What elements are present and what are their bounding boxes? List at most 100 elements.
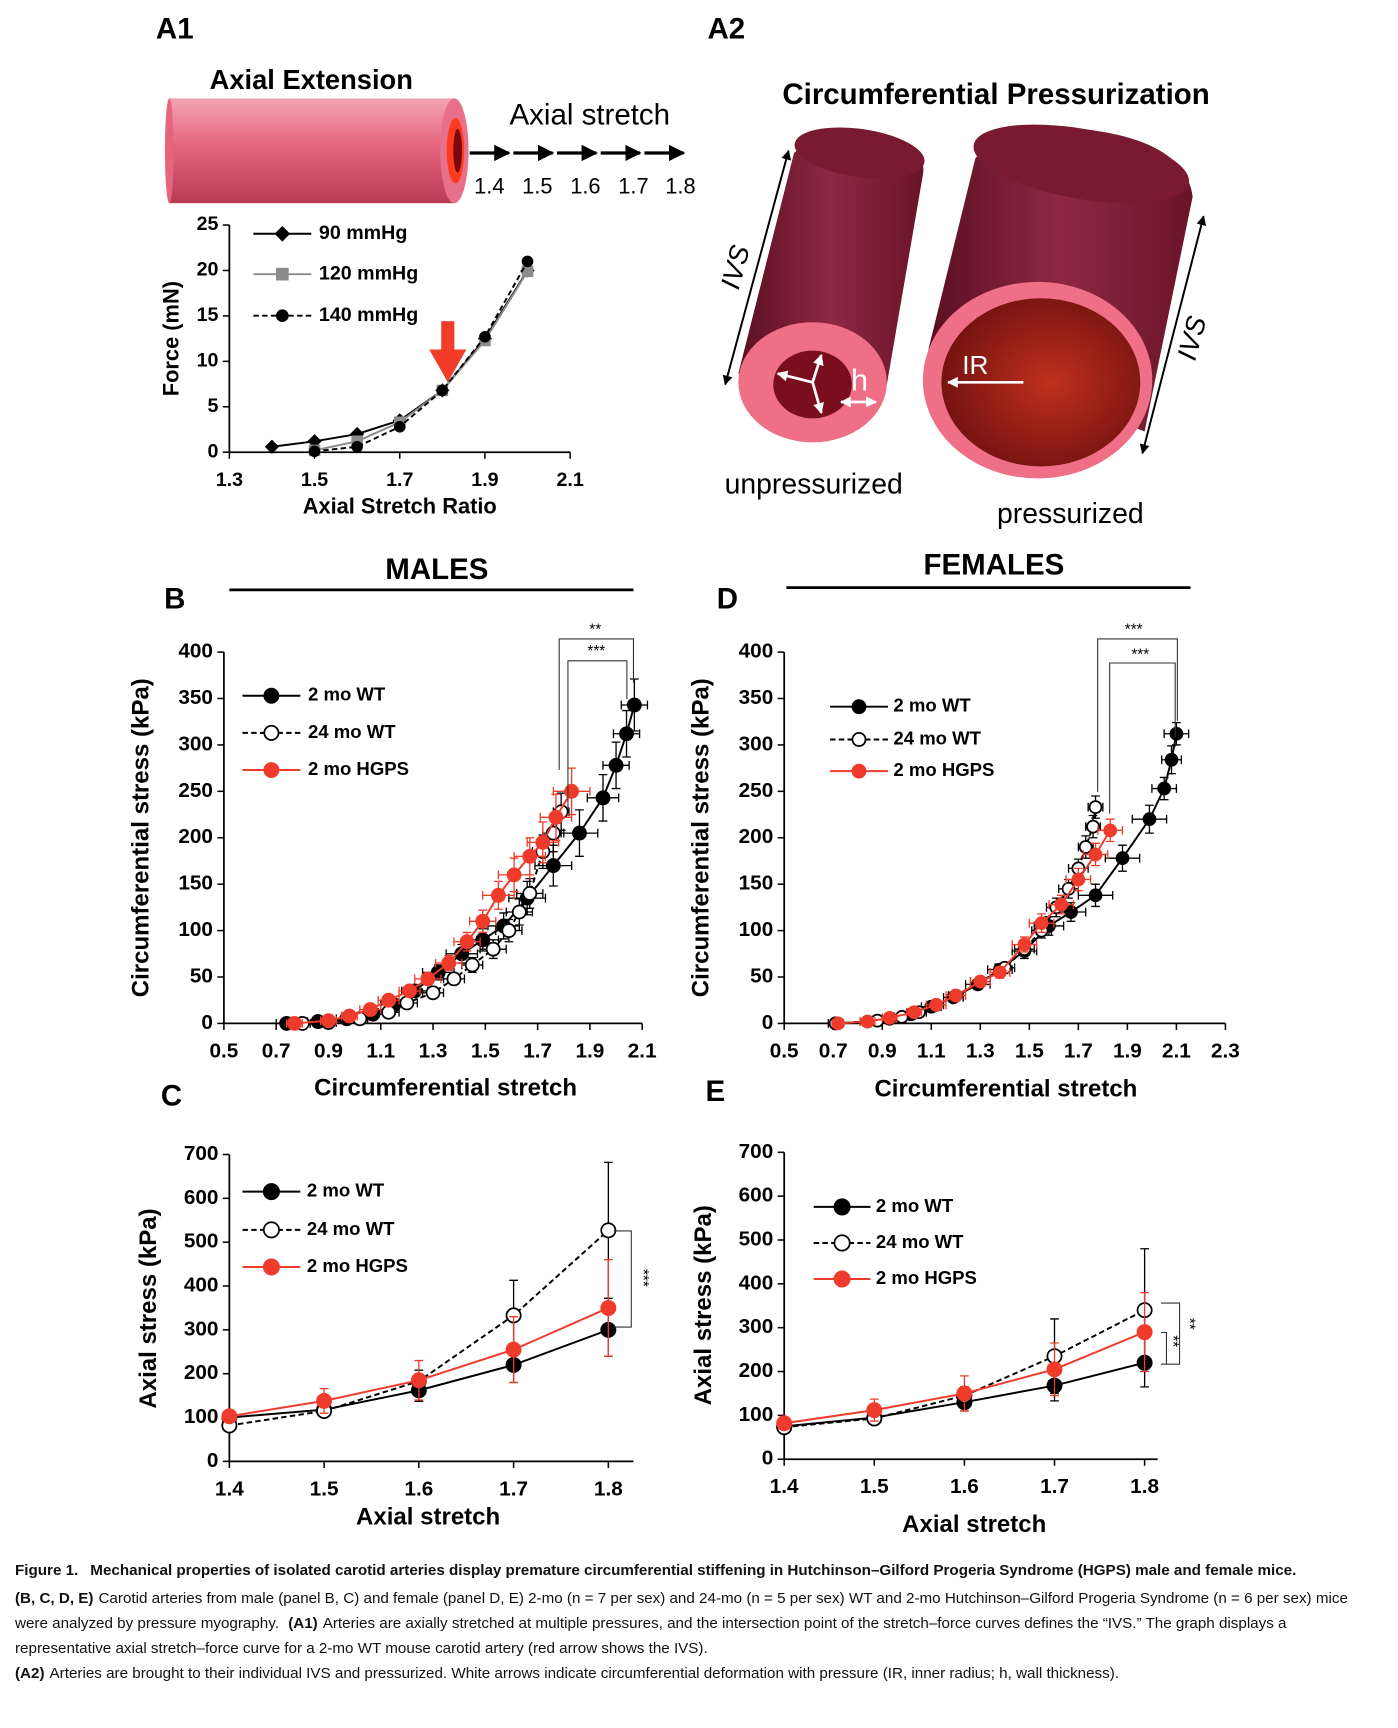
marker <box>1088 800 1103 814</box>
diagram-title: Axial Extension <box>210 64 413 95</box>
significance-bracket <box>1109 662 1176 814</box>
marker <box>608 757 624 773</box>
x-tick-label: 1.5 <box>310 1477 339 1500</box>
panel-label: A1 <box>156 12 194 45</box>
series-line <box>314 260 529 453</box>
y-tick-label: 250 <box>178 779 213 802</box>
marker <box>399 995 415 1011</box>
marker <box>1046 1361 1063 1378</box>
marker <box>1136 1324 1153 1341</box>
marker <box>564 783 580 799</box>
marker <box>882 1010 897 1025</box>
x-axis-label: Axial Stretch Ratio <box>303 494 497 519</box>
marker <box>831 1016 846 1031</box>
series <box>285 767 591 1031</box>
x-tick-label: 1.5 <box>301 469 328 491</box>
marker <box>287 1015 302 1031</box>
marker <box>511 904 527 920</box>
y-tick-label: 10 <box>197 350 219 372</box>
x-tick-label: 1.1 <box>366 1039 395 1062</box>
chart: 0 100 200 300 400 500 600 700 1.4 1.5 1.6 1.7 1.8 Axi… <box>135 1079 651 1530</box>
caption-heading: Mechanical properties of isolated caroti… <box>90 1562 1297 1579</box>
x-axis-label: Circumferential stretch <box>314 1074 577 1101</box>
y-tick-label: 500 <box>739 1227 774 1250</box>
x-tick-label: 1.8 <box>1130 1475 1159 1498</box>
y-axis-label: Circumferential stress (kPa) <box>127 678 154 997</box>
marker <box>1088 888 1103 903</box>
y-tick-label: 400 <box>178 640 213 663</box>
cylinder-pressurized <box>922 124 1193 479</box>
y-tick-label: 400 <box>739 640 774 663</box>
marker <box>505 1341 522 1358</box>
y-tick-label: 600 <box>184 1186 219 1209</box>
x-tick-label: 0.5 <box>209 1039 238 1062</box>
x-tick-label: 1.7 <box>499 1477 528 1500</box>
y-axis-label: Axial stress (kPa) <box>690 1205 717 1405</box>
annotation: *** <box>634 1269 651 1287</box>
marker <box>522 886 538 901</box>
chart: 0 50 100 150 200 250 300 350 400 0.5 0.7 0.9 1.1 1.3 1… <box>688 583 1240 1103</box>
x-tick-label: 1.7 <box>1064 1039 1093 1062</box>
marker <box>1064 905 1078 919</box>
cylinder-unpressurized <box>738 127 925 443</box>
stretch-value: 1.5 <box>522 174 552 199</box>
y-tick-label: 500 <box>184 1230 219 1253</box>
y-tick-label: 15 <box>197 304 219 326</box>
chart: 0 5 10 15 20 25 1.3 1.5 1.7 1.9 2.1 Axial Stretch R… <box>158 213 584 518</box>
caption-paragraph: (B, C, D, E) Carotid arteries from male (… <box>15 1586 1381 1661</box>
y-tick-label: 200 <box>739 825 774 848</box>
annotation: ** <box>1164 1335 1181 1347</box>
legend-marker <box>833 1270 851 1288</box>
marker <box>436 384 449 397</box>
h-label: h <box>851 363 868 397</box>
y-tick-label: 0 <box>208 440 219 462</box>
x-tick-label: 1.5 <box>1015 1039 1044 1062</box>
y-tick-label: 350 <box>739 686 774 709</box>
y-tick-label: 200 <box>739 1359 774 1382</box>
y-tick-label: 300 <box>739 1315 774 1338</box>
y-tick-label: 100 <box>178 918 213 941</box>
legend-label: 90 mmHg <box>319 222 407 244</box>
x-tick-label: 2.1 <box>628 1039 657 1062</box>
legend-marker <box>263 724 280 741</box>
series-line <box>835 806 1097 1025</box>
series <box>828 795 1104 1031</box>
annotation: *** <box>1131 646 1149 663</box>
marker <box>485 941 501 957</box>
marker <box>410 1372 427 1389</box>
panel-label: E <box>706 1075 726 1108</box>
y-tick-label: 300 <box>178 732 213 755</box>
section-title: FEMALES <box>923 549 1064 582</box>
y-tick-label: 150 <box>178 872 213 895</box>
stretch-value: 1.8 <box>665 174 695 199</box>
stretch-value: 1.6 <box>570 174 600 199</box>
marker <box>1164 752 1179 767</box>
panel-label: D <box>717 583 738 616</box>
marker <box>475 913 491 929</box>
series-line <box>294 790 573 1025</box>
y-tick-label: 300 <box>739 732 774 755</box>
annotation: *** <box>1125 621 1143 638</box>
marker <box>626 697 642 713</box>
series <box>308 255 534 458</box>
caption-part-label: (A1) <box>288 1615 318 1632</box>
figure: A1 Axial Extension Axial stretch 1.4 1.5… <box>127 12 1240 1538</box>
marker <box>600 1299 617 1316</box>
y-tick-label: 250 <box>739 779 774 802</box>
x-tick-label: 1.9 <box>471 469 498 491</box>
y-tick-label: 200 <box>184 1361 219 1384</box>
x-tick-label: 1.6 <box>404 1477 433 1500</box>
marker <box>351 440 363 453</box>
legend-marker <box>851 763 867 779</box>
x-tick-label: 1.7 <box>523 1039 552 1062</box>
marker <box>1071 872 1086 887</box>
x-tick-label: 0.7 <box>819 1039 848 1062</box>
x-axis-label: Axial stretch <box>356 1504 500 1531</box>
x-tick-label: 1.3 <box>966 1039 995 1062</box>
legend-marker <box>851 732 867 747</box>
series <box>293 792 570 1031</box>
x-tick-label: 0.7 <box>262 1039 291 1062</box>
x-axis-label: Circumferential stretch <box>874 1075 1137 1102</box>
legend-label: 2 mo HGPS <box>308 758 409 779</box>
marker <box>1054 897 1069 912</box>
